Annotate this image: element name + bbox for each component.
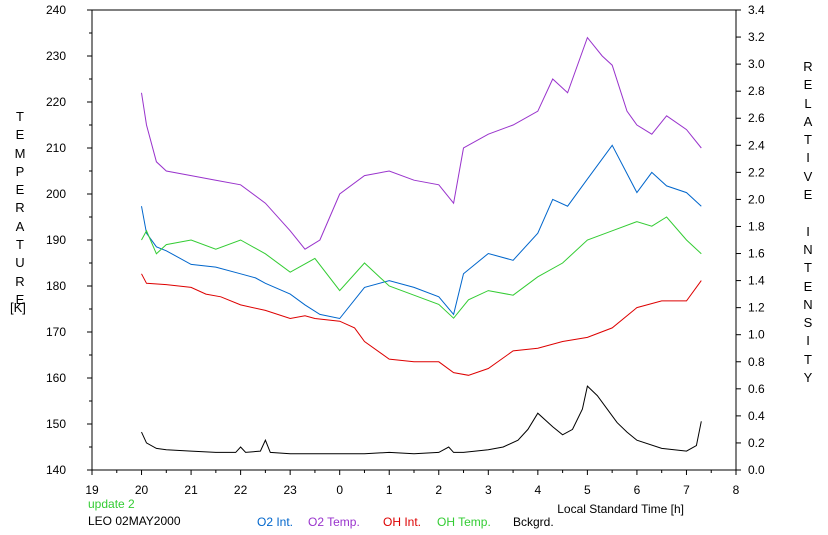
chart-axes <box>87 9 741 475</box>
y-left-tick-label: 140 <box>46 463 66 477</box>
axis-label-letter: E <box>15 182 25 198</box>
legend: O2 Int. O2 Temp. OH Int. OH Temp. Bckgrd. <box>257 515 554 529</box>
y-left-tick-label: 240 <box>46 3 66 17</box>
axis-label-letter: M <box>14 145 26 161</box>
axis-label-letter: E <box>803 187 813 203</box>
y-right-tick-label: 0.2 <box>748 436 765 450</box>
y-right-tick-label: 3.0 <box>748 57 765 71</box>
x-tick-label: 0 <box>336 483 343 497</box>
y-right-tick-label: 1.4 <box>748 274 765 288</box>
axis-label-letter: N <box>803 296 813 312</box>
y-right-tick-label: 3.2 <box>748 30 765 44</box>
y-axis-left-unit: [K] <box>10 300 26 315</box>
x-tick-label: 7 <box>683 483 690 497</box>
y-right-tick-label: 1.0 <box>748 328 765 342</box>
x-tick-label: 22 <box>234 483 248 497</box>
axis-label-letter: U <box>15 255 25 271</box>
axis-label-letter: E <box>803 77 813 93</box>
axis-label-letter: E <box>15 127 25 143</box>
axis-label-letter: A <box>15 218 25 234</box>
y-right-tick-label: 2.2 <box>748 165 765 179</box>
y-right-tick-label: 0.8 <box>748 355 765 369</box>
x-tick-label: 19 <box>85 483 99 497</box>
tick-labels: 19 20 21 22 23 0 1 2 3 4 5 6 7 8140150160170180190200… <box>46 3 765 516</box>
axis-label-letter: E <box>803 278 813 294</box>
axis-label-letter: V <box>803 168 813 184</box>
update-label: update 2 <box>88 497 135 511</box>
legend-item-o2-temp: O2 Temp. <box>308 515 360 529</box>
x-tick-label: 23 <box>283 483 297 497</box>
y-left-tick-label: 210 <box>46 141 66 155</box>
y-left-tick-label: 170 <box>46 325 66 339</box>
series-line-o2-temp <box>141 36 702 250</box>
axis-label-letter: E <box>15 291 25 307</box>
y-right-tick-label: 3.4 <box>748 3 765 17</box>
series-line-o2-int <box>141 144 702 320</box>
series-layer <box>141 36 702 455</box>
x-tick-label: 8 <box>733 483 740 497</box>
y-right-tick-label: 2.6 <box>748 111 765 125</box>
axis-label-letter: R <box>15 273 25 289</box>
axis-label-letter: T <box>804 260 812 276</box>
x-tick-label: 5 <box>584 483 591 497</box>
axis-label-letter: Y <box>803 370 813 386</box>
y-left-tick-label: 220 <box>46 95 66 109</box>
y-right-tick-label: 2.8 <box>748 84 765 98</box>
axis-label-letter: S <box>803 315 813 331</box>
y-left-tick-label: 160 <box>46 371 66 385</box>
series-line-bckgrd <box>141 385 702 455</box>
axis-label-letter: A <box>803 113 813 129</box>
axis-label-letter: I <box>806 333 810 349</box>
y-right-tick-label: 2.4 <box>748 138 765 152</box>
x-tick-label: 20 <box>135 483 149 497</box>
x-tick-label: 4 <box>535 483 542 497</box>
axis-label-letter: L <box>804 95 812 111</box>
axis-label-letter: T <box>804 351 812 367</box>
y-right-tick-label: 0.6 <box>748 382 765 396</box>
y-right-tick-label: 0.0 <box>748 463 765 477</box>
series-line-oh-temp <box>141 216 702 319</box>
legend-item-oh-int: OH Int. <box>383 515 421 529</box>
y-left-tick-label: 200 <box>46 187 66 201</box>
axis-label-letter: T <box>804 132 812 148</box>
x-tick-label: 2 <box>435 483 442 497</box>
x-axis-label: Local Standard Time [h] <box>557 502 684 516</box>
y-right-tick-label: 2.0 <box>748 192 765 206</box>
y-right-tick-label: 1.2 <box>748 301 765 315</box>
axis-label-letter: I <box>806 150 810 166</box>
axis-label-letter: R <box>15 200 25 216</box>
station-date-label: LEO 02MAY2000 <box>88 514 181 528</box>
y-left-tick-label: 180 <box>46 279 66 293</box>
legend-item-bckgrd: Bckgrd. <box>513 515 554 529</box>
y-right-tick-label: 0.4 <box>748 409 765 423</box>
x-tick-label: 1 <box>386 483 393 497</box>
axis-label-letter: T <box>16 109 24 124</box>
legend-item-oh-temp: OH Temp. <box>437 515 491 529</box>
axis-label-letter: N <box>803 241 813 257</box>
y-left-tick-label: 230 <box>46 49 66 63</box>
y-right-tick-label: 1.6 <box>748 247 765 261</box>
y-left-tick-label: 150 <box>46 417 66 431</box>
series-line-oh-int <box>141 273 702 376</box>
legend-item-o2-int: O2 Int. <box>257 515 293 529</box>
x-tick-label: 21 <box>184 483 198 497</box>
y-left-tick-label: 190 <box>46 233 66 247</box>
y-right-tick-label: 1.8 <box>748 219 765 233</box>
axis-label-letter: I <box>806 223 810 239</box>
x-tick-label: 3 <box>485 483 492 497</box>
axis-label-letter: R <box>803 59 813 74</box>
axis-label-letter <box>798 204 818 222</box>
axis-label-letter: P <box>15 163 25 179</box>
axis-label-letter: T <box>16 237 24 253</box>
x-tick-label: 6 <box>634 483 641 497</box>
